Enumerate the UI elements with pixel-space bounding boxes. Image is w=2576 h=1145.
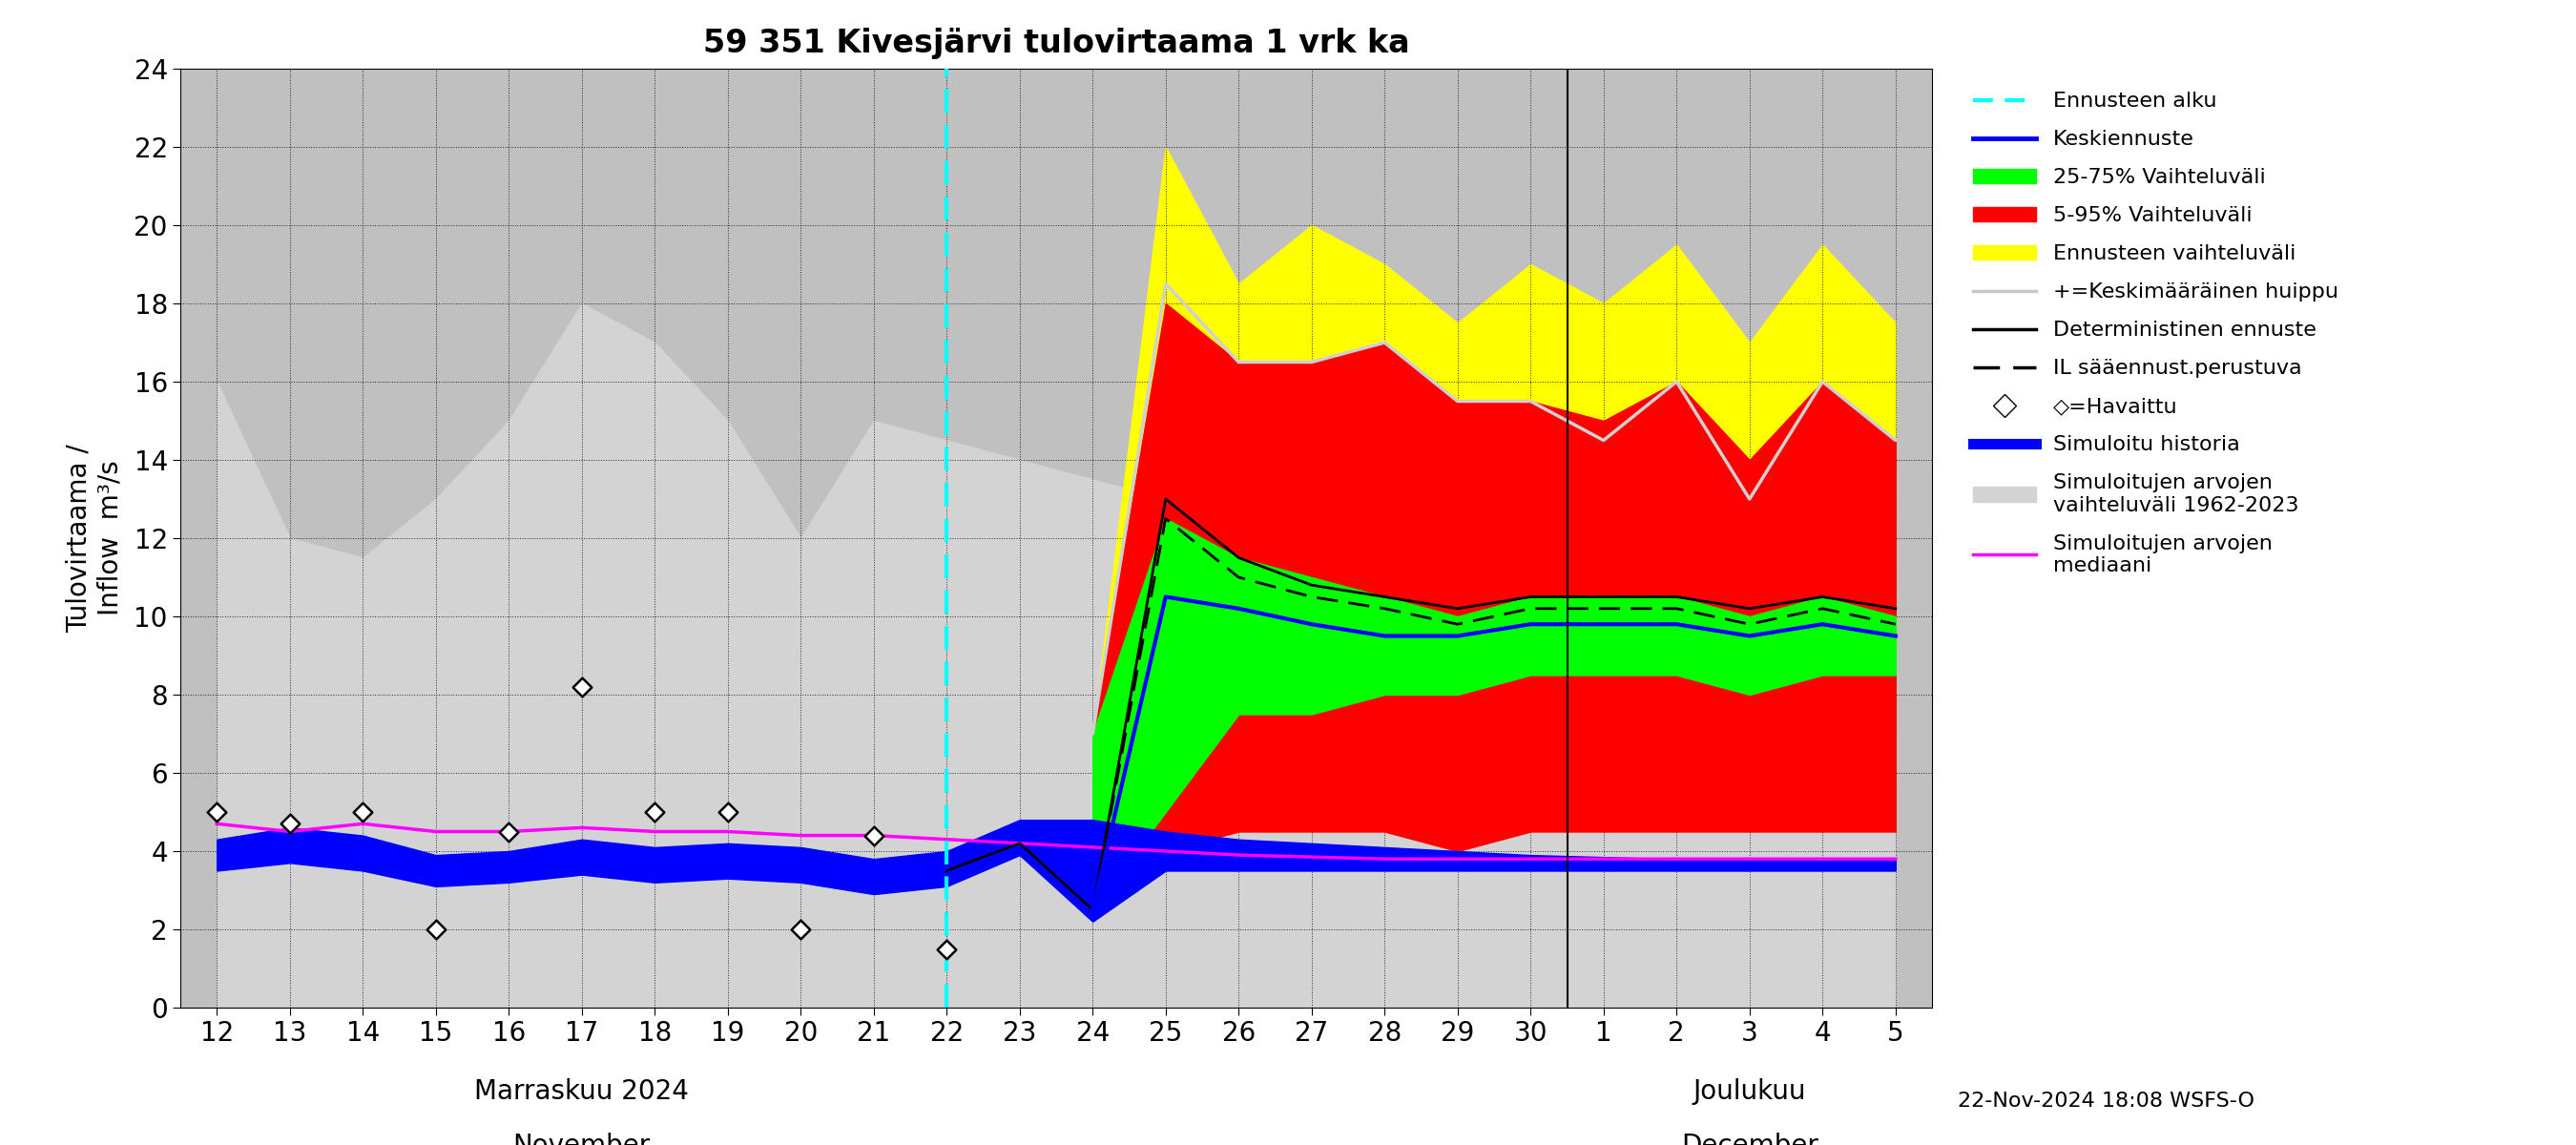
Point	[781, 921, 822, 939]
Legend: Ennusteen alku, Keskiennuste, 25-75% Vaihteluväli, 5-95% Vaihteluväli, Ennusteen: Ennusteen alku, Keskiennuste, 25-75% Vai…	[1960, 79, 2352, 587]
Y-axis label: Tulovirtaama /
Inflow  m³/s: Tulovirtaama / Inflow m³/s	[67, 444, 124, 632]
Point	[489, 822, 531, 840]
Point	[927, 940, 969, 958]
Point	[270, 814, 312, 832]
Text: Joulukuu: Joulukuu	[1692, 1079, 1806, 1105]
Text: November: November	[513, 1132, 652, 1145]
Text: Marraskuu 2024: Marraskuu 2024	[474, 1079, 688, 1105]
Point	[343, 803, 384, 821]
Point	[415, 921, 456, 939]
Text: 22-Nov-2024 18:08 WSFS-O: 22-Nov-2024 18:08 WSFS-O	[1958, 1091, 2254, 1111]
Point	[196, 803, 237, 821]
Title: 59 351 Kivesjärvi tulovirtaama 1 vrk ka: 59 351 Kivesjärvi tulovirtaama 1 vrk ka	[703, 27, 1409, 60]
Point	[706, 803, 750, 821]
Text: December: December	[1682, 1132, 1819, 1145]
Point	[634, 803, 675, 821]
Point	[562, 678, 603, 696]
Point	[853, 827, 894, 845]
